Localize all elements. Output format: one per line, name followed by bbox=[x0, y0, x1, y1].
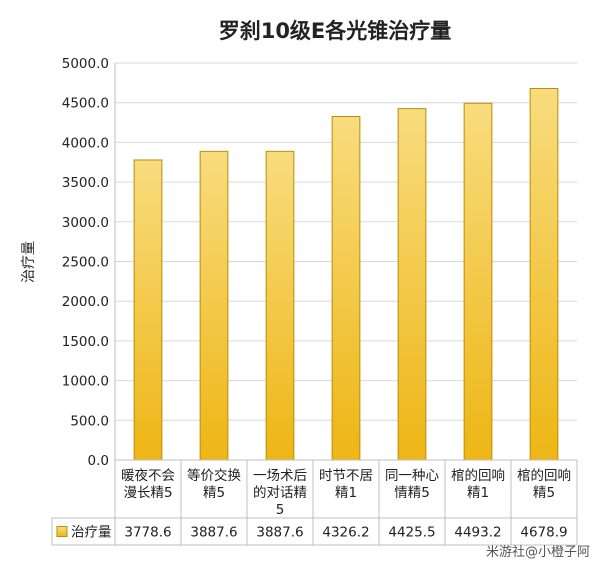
watermark: 米游社@小橙子阿 bbox=[485, 545, 590, 560]
y-tick-label: 4500.0 bbox=[62, 96, 109, 112]
x-tick-label: 精5 bbox=[203, 485, 225, 501]
bars bbox=[133, 87, 559, 461]
bar bbox=[199, 150, 229, 461]
bar bbox=[133, 159, 163, 461]
y-tick-label: 4000.0 bbox=[62, 135, 109, 151]
y-tick-label: 5000.0 bbox=[62, 56, 109, 72]
data-value-label: 4425.5 bbox=[388, 525, 435, 541]
x-tick-label: 的对话精 bbox=[253, 485, 307, 501]
x-tick-label: 一场术后 bbox=[253, 468, 307, 484]
bar bbox=[265, 150, 295, 461]
x-tick-label: 情精5 bbox=[394, 485, 430, 501]
x-tick-label: 同一种心 bbox=[385, 468, 439, 484]
x-tick-label: 暖夜不会 bbox=[121, 468, 175, 484]
data-value-label: 3887.6 bbox=[190, 525, 237, 541]
data-table: 暖夜不会漫长精5等价交换精5一场术后的对话精5时节不居精1同一种心情精5棺的回响… bbox=[51, 63, 578, 546]
data-value-label: 4493.2 bbox=[454, 525, 501, 541]
data-value-label: 3887.6 bbox=[256, 525, 303, 541]
y-tick-label: 0.0 bbox=[88, 453, 109, 469]
x-tick-label: 漫长精5 bbox=[123, 485, 172, 501]
x-tick-label: 精1 bbox=[335, 485, 357, 501]
y-tick-label: 2000.0 bbox=[62, 294, 109, 310]
data-value-label: 4326.2 bbox=[322, 525, 369, 541]
legend-label: 治疗量 bbox=[71, 525, 112, 541]
data-value-label: 3778.6 bbox=[124, 525, 171, 541]
data-value-label: 4678.9 bbox=[520, 525, 567, 541]
x-tick-label: 时节不居 bbox=[319, 468, 373, 484]
legend-swatch bbox=[56, 526, 68, 537]
bar bbox=[463, 102, 493, 461]
x-tick-label: 精5 bbox=[533, 485, 555, 501]
x-tick-label: 棺的回响 bbox=[517, 468, 571, 484]
y-tick-label: 3500.0 bbox=[62, 175, 109, 191]
bar bbox=[331, 115, 361, 461]
y-tick-label: 2500.0 bbox=[62, 255, 109, 271]
bar bbox=[529, 87, 559, 461]
y-tick-label: 1500.0 bbox=[62, 334, 109, 350]
x-tick-label: 等价交换 bbox=[187, 467, 241, 484]
x-tick-label: 精1 bbox=[467, 485, 489, 501]
y-tick-label: 1000.0 bbox=[62, 374, 109, 390]
x-tick-label: 5 bbox=[276, 502, 285, 518]
y-axis-label: 治疗量 bbox=[21, 241, 37, 283]
y-tick-label: 500.0 bbox=[70, 413, 109, 429]
x-tick-label: 棺的回响 bbox=[451, 468, 505, 484]
chart-title: 罗刹10级E各光锥治疗量 bbox=[219, 19, 452, 43]
bar bbox=[397, 108, 427, 461]
y-tick-label: 3000.0 bbox=[62, 215, 109, 231]
y-tick-labels: 0.0 500.0 1000.0 1500.0 2000.0 2500.0 3000.0 35… bbox=[62, 56, 109, 469]
